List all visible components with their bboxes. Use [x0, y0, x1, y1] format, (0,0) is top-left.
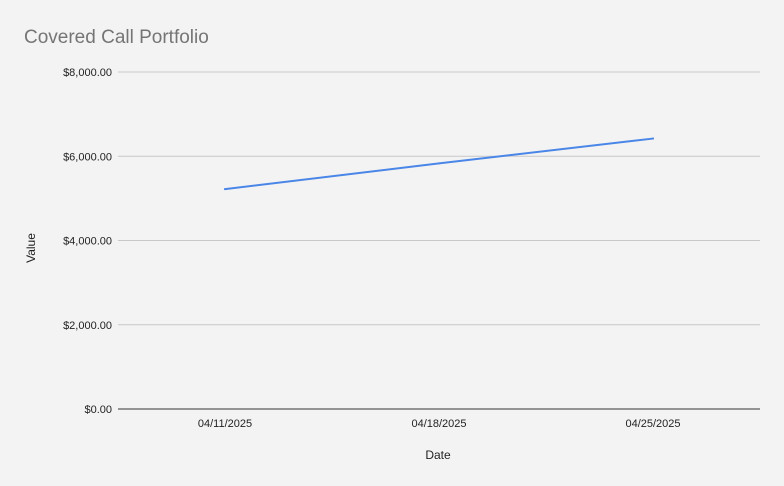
- y-tick-label: $8,000.00: [63, 67, 112, 79]
- data-point: [438, 162, 440, 165]
- y-tick-label: $4,000.00: [63, 236, 112, 248]
- x-tick-label: 04/18/2025: [411, 418, 466, 430]
- y-axis-ticks: $0.00 $2,000.00 $4,000.00 $6,000.00 $8,000.0…: [63, 67, 112, 416]
- x-tick-label: 04/11/2025: [198, 418, 252, 430]
- y-tick-label: $0.00: [84, 404, 112, 416]
- chart-title: Covered Call Portfolio: [24, 27, 209, 48]
- data-point: [224, 188, 226, 191]
- x-axis-ticks: 04/11/2025 04/18/2025 04/25/2025: [198, 418, 681, 430]
- gridlines: [118, 71, 760, 410]
- y-axis-label: Value: [24, 233, 38, 263]
- y-tick-label: $6,000.00: [63, 151, 112, 163]
- series-layer: [224, 137, 654, 191]
- x-tick-label: 04/25/2025: [625, 418, 680, 430]
- x-axis-label: Date: [425, 448, 451, 462]
- y-tick-label: $2,000.00: [63, 320, 112, 332]
- data-point: [652, 137, 654, 140]
